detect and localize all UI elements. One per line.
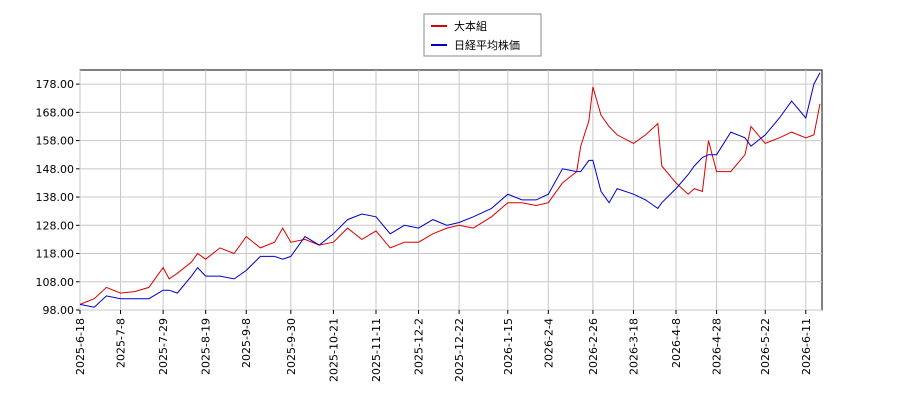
y-tick-label: 118.00 — [36, 248, 75, 261]
legend — [423, 13, 542, 57]
x-tick-label: 2026-3-18 — [627, 318, 640, 375]
x-tick-label: 2025-7-29 — [157, 318, 170, 375]
x-tick-label: 2026-5-22 — [759, 318, 772, 375]
y-tick-label: 178.00 — [36, 78, 75, 91]
x-tick-label: 2025-8-19 — [200, 318, 213, 375]
x-tick-label: 2025-9-30 — [285, 318, 298, 375]
x-tick-label: 2025-12-2 — [413, 318, 426, 375]
x-tick-label: 2026-2-26 — [587, 318, 600, 375]
x-tick-label: 2025-7-8 — [115, 318, 128, 368]
x-tick-label: 2025-9-8 — [240, 318, 253, 368]
y-tick-label: 168.00 — [36, 106, 75, 119]
x-tick-label: 2026-6-11 — [800, 318, 813, 375]
y-tick-label: 98.00 — [43, 304, 75, 317]
x-tick-label: 2026-2-4 — [542, 318, 555, 368]
x-tick-label: 2026-4-8 — [670, 318, 683, 368]
x-tick-label: 2025-11-11 — [370, 318, 383, 382]
x-tick-label: 2025-6-18 — [74, 318, 87, 375]
x-tick-label: 2025-12-22 — [453, 318, 466, 382]
series-line — [79, 86, 821, 305]
plot-frame — [79, 69, 823, 311]
x-tick-label: 2026-1-15 — [502, 318, 515, 375]
y-tick-label: 138.00 — [36, 191, 75, 204]
legend-label: 日経平均株価 — [454, 38, 520, 52]
y-tick-label: 158.00 — [36, 135, 75, 148]
y-tick-label: 128.00 — [36, 219, 75, 232]
y-tick-label: 148.00 — [36, 163, 75, 176]
x-tick-label: 2026-4-28 — [711, 318, 724, 375]
y-tick-label: 108.00 — [36, 276, 75, 289]
x-tick-label: 2025-10-21 — [327, 318, 340, 382]
legend-label: 大本組 — [454, 19, 487, 33]
series-line — [79, 72, 821, 308]
